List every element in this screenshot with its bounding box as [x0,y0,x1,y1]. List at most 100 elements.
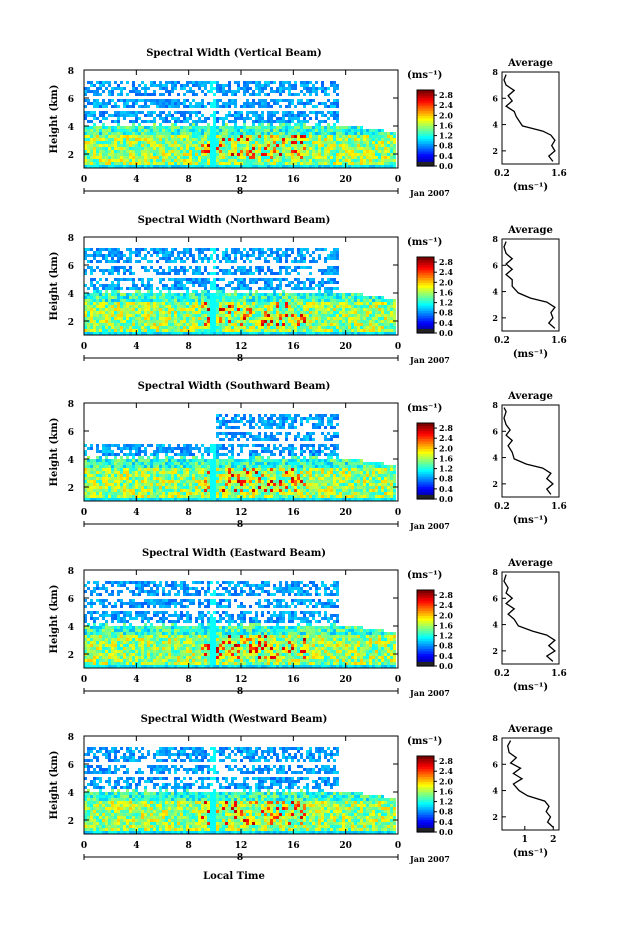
heatmap-cell [207,326,210,329]
heatmap-cell [111,99,114,102]
heatmap-cell [114,251,117,254]
heatmap-cell [156,489,159,492]
heatmap-cell [270,489,273,492]
heatmap-cell [276,120,279,123]
heatmap-cell [174,162,177,165]
heatmap-cell [393,150,396,153]
heatmap-cell [243,495,246,498]
heatmap-cell [165,117,168,120]
heatmap-cell [390,492,393,495]
heatmap-cell [261,266,264,269]
heatmap-cell [93,486,96,489]
heatmap-cell [192,305,195,308]
heatmap-cell [282,489,285,492]
heatmap-cell [300,123,303,126]
heatmap-cell [114,317,117,320]
heatmap-cell [144,329,147,332]
heatmap-cell [240,311,243,314]
heatmap-cell [180,311,183,314]
heatmap-cell [390,332,393,335]
heatmap-cell [216,138,219,141]
heatmap-cell [264,126,267,129]
heatmap-cell [267,132,270,135]
heatmap-cell [198,117,201,120]
heatmap-cell [174,84,177,87]
heatmap-cell [99,320,102,323]
heatmap-cell [105,105,108,108]
heatmap-cell [264,489,267,492]
heatmap-cell [204,305,207,308]
heatmap-cell [324,165,327,168]
heatmap-cell [129,159,132,162]
heatmap-cell [291,165,294,168]
heatmap-cell [351,296,354,299]
heatmap-cell [162,498,165,501]
heatmap-cell [96,320,99,323]
heatmap-cell [258,254,261,257]
heatmap-cell [243,105,246,108]
heatmap-cell [294,266,297,269]
heatmap-cell [228,492,231,495]
heatmap-cell [255,165,258,168]
heatmap-cell [237,114,240,117]
heatmap-cell [213,141,216,144]
heatmap-cell [189,278,192,281]
heatmap-cell [174,278,177,281]
heatmap-cell [138,492,141,495]
heatmap-cell [264,486,267,489]
heatmap-cell [123,323,126,326]
heatmap-cell [201,305,204,308]
heatmap-cell [210,284,213,287]
heatmap-cell [252,135,255,138]
heatmap-cell [369,132,372,135]
heatmap-cell [156,251,159,254]
heatmap-cell [255,308,258,311]
heatmap-cell [123,117,126,120]
heatmap-cell [135,308,138,311]
colorbar-step [417,289,434,294]
heatmap-cell [354,323,357,326]
heatmap-cell [237,296,240,299]
heatmap-cell [180,156,183,159]
heatmap-cell [318,293,321,296]
heatmap-cell [126,99,129,102]
heatmap-cell [150,150,153,153]
heatmap-cell [99,290,102,293]
heatmap-cell [153,299,156,302]
heatmap-cell [198,251,201,254]
heatmap-cell [234,105,237,108]
heatmap-cell [300,144,303,147]
heatmap-cell [327,323,330,326]
heatmap-cell [150,165,153,168]
heatmap-cell [141,326,144,329]
heatmap-cell [300,317,303,320]
heatmap-cell [312,260,315,263]
heatmap-cell [144,326,147,329]
heatmap-cell [189,144,192,147]
heatmap-cell [291,314,294,317]
heatmap-cell [84,156,87,159]
heatmap-cell [327,266,330,269]
heatmap-cell [219,165,222,168]
heatmap-cell [198,320,201,323]
heatmap-cell [237,87,240,90]
heatmap-cell [300,153,303,156]
heatmap-cell [198,105,201,108]
heatmap-cell [168,269,171,272]
heatmap-cell [318,126,321,129]
heatmap-cell [339,147,342,150]
heatmap-cell [264,317,267,320]
heatmap-cell [171,102,174,105]
heatmap-cell [129,498,132,501]
heatmap-cell [363,311,366,314]
heatmap-cell [117,284,120,287]
heatmap-cell [189,129,192,132]
heatmap-cell [360,150,363,153]
heatmap-cell [393,132,396,135]
heatmap-cell [219,260,222,263]
heatmap-cell [231,156,234,159]
heatmap-cell [186,498,189,501]
heatmap-cell [327,141,330,144]
heatmap-cell [333,486,336,489]
heatmap-cell [204,126,207,129]
